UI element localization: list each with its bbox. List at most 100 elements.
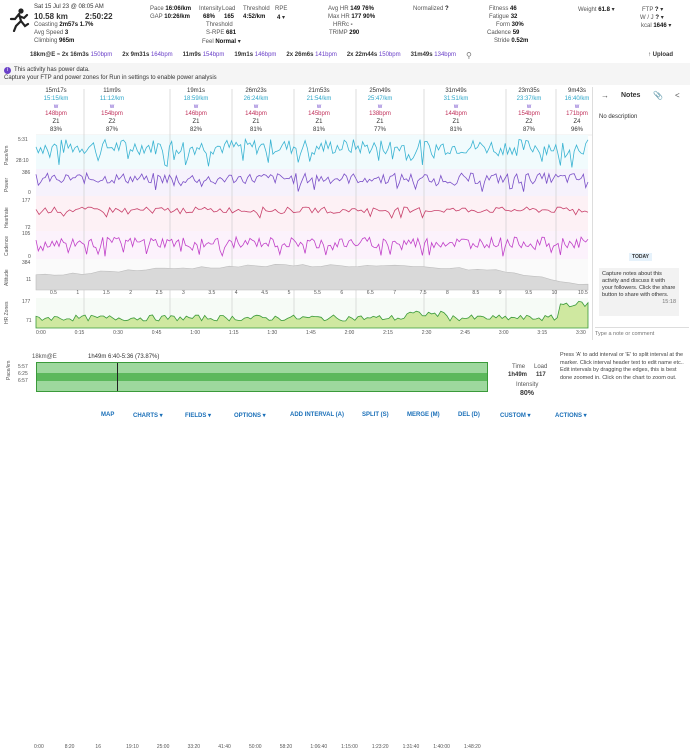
- kcal-chevron-icon[interactable]: ▾: [668, 23, 672, 29]
- map-button[interactable]: MAP: [101, 412, 115, 418]
- activity-date: Sat 15 Jul 23 @ 08:05 AM: [34, 4, 104, 10]
- mini-load-label: Load: [534, 364, 548, 370]
- axis-tick: 3.5: [208, 290, 216, 296]
- hrrc-value: -: [350, 22, 353, 28]
- weight-chevron-icon[interactable]: ▾: [611, 7, 615, 13]
- interval-chip[interactable]: 18km@E ≈ 2x 16m3s 150bpm: [30, 52, 113, 58]
- interval-header[interactable]: 15m17s 15:15/km w 148bpm Z1 83%: [43, 88, 69, 133]
- max-hr-value: 177: [351, 14, 362, 20]
- srpe-label: S-RPE: [206, 30, 225, 36]
- axis-tick: 10: [551, 290, 558, 296]
- axis-tick: 1:00: [190, 330, 201, 336]
- interval-header[interactable]: 21m53s 21:54/km w 145bpm Z1 81%: [306, 88, 332, 133]
- axis-tick: 2:45: [460, 330, 471, 336]
- cadence-label: Cadence: [487, 30, 512, 36]
- banner-line1: This activity has power data.: [14, 67, 90, 73]
- chevron-down-icon[interactable]: ▾: [282, 15, 286, 21]
- interval-header[interactable]: 26m23s 26:24/km w 144bpm Z1 81%: [243, 88, 269, 133]
- wkg-chevron-icon[interactable]: ▾: [660, 15, 664, 21]
- charts-button[interactable]: CHARTS ▾: [133, 413, 163, 419]
- ftp-label: FTP: [642, 7, 654, 13]
- actions-button[interactable]: ACTIONS ▾: [555, 413, 587, 419]
- max-hr-label: Max HR: [328, 14, 350, 20]
- avg-speed-value: 3: [64, 30, 69, 36]
- mini-chart[interactable]: [36, 362, 488, 392]
- normalized-label: Normalized: [413, 6, 444, 12]
- interval-header[interactable]: 23m35s 23:37/km w 154bpm Z2 87%: [516, 88, 542, 133]
- note-input[interactable]: [595, 327, 689, 339]
- interval-chip[interactable]: 2x 22m44s 150bpm: [346, 52, 401, 58]
- mini-intensity-value: 80%: [520, 390, 535, 397]
- trimp-label: TRIMP: [329, 30, 348, 36]
- axis-tick: 41:40: [218, 744, 231, 750]
- interval-header[interactable]: 9m43s 16:40/km w 171bpm Z4 96%: [564, 88, 590, 133]
- interval-chip[interactable]: 31m49s 134bpm: [410, 52, 456, 58]
- ftp-chevron-icon[interactable]: ▾: [660, 7, 664, 13]
- upload-button[interactable]: ↑ Upload: [648, 52, 674, 58]
- delete-button[interactable]: DEL (D): [458, 412, 480, 418]
- mini-marker[interactable]: [117, 363, 118, 391]
- row-label-zones: HR Zones: [4, 301, 10, 324]
- interval-header[interactable]: 11m9s 11:12/km w 154bpm Z2 87%: [99, 88, 125, 133]
- hrrc-label: HRRc: [333, 22, 349, 28]
- activity-distance: 10.58 km: [34, 12, 68, 21]
- activity-chart[interactable]: [0, 87, 592, 340]
- upload-icon: ↑: [648, 52, 651, 58]
- banner-line2: Capture your FTP and power zones for Run…: [4, 75, 217, 81]
- interval-detail-pane: 18km@E 1h49m 6:40-5:36 (73.87%) Pace/km …: [0, 350, 592, 750]
- interval-header[interactable]: 31m49s 31:51/km w 144bpm Z1 81%: [443, 88, 469, 133]
- merge-button[interactable]: MERGE (M): [407, 412, 440, 418]
- row-label-cadence: Cadence: [4, 235, 10, 256]
- custom-button[interactable]: CUSTOM ▾: [500, 413, 531, 419]
- fatigue-label: Fatigue: [489, 14, 510, 20]
- cadence-value: 59: [512, 30, 520, 36]
- mini-intensity-label: Intensity: [516, 382, 539, 388]
- interval-chip[interactable]: 2x 9m31s 164bpm: [122, 52, 173, 58]
- attach-icon[interactable]: 📎: [653, 91, 663, 100]
- interval-chip[interactable]: 19m1s 146bpm: [234, 52, 277, 58]
- axis-tick: 0.5: [50, 290, 57, 296]
- wkg-label: W / J: [640, 15, 654, 21]
- form-label: Form: [496, 22, 510, 28]
- mini-pace-tick: 6:25: [18, 371, 28, 377]
- row-label-altitude: Altitude: [4, 269, 10, 286]
- weight-label: Weight: [578, 7, 597, 13]
- rpe-label: RPE: [275, 6, 288, 12]
- info-icon: i: [4, 67, 11, 74]
- row-label-hr: Heartrate: [4, 207, 10, 228]
- mini-time-value: 1h49m: [508, 372, 528, 378]
- interval-header[interactable]: 19m1s 18:59/km w 146bpm Z1 82%: [183, 88, 209, 133]
- coasting-label: Coasting: [34, 22, 58, 28]
- back-arrow-icon[interactable]: →: [601, 91, 609, 100]
- interval-chip[interactable]: 11m9s 154bpm: [182, 52, 225, 58]
- fitness-value: 46: [510, 6, 517, 12]
- split-button[interactable]: SPLIT (S): [362, 412, 389, 418]
- interval-header[interactable]: 25m49s 25:47/km w 138bpm Z1 77%: [367, 88, 393, 133]
- add-interval-button[interactable]: ADD INTERVAL (A): [290, 412, 344, 418]
- notes-description[interactable]: No description: [599, 114, 638, 120]
- feel-chevron-icon[interactable]: ▾: [237, 39, 241, 45]
- fatigue-value: 32: [510, 14, 518, 20]
- share-icon[interactable]: <: [675, 91, 680, 100]
- fields-button[interactable]: FIELDS ▾: [185, 413, 212, 419]
- hrzones-series: [35, 300, 589, 329]
- axis-tick: 2:00: [344, 330, 355, 336]
- axis-tick: 8: [446, 290, 449, 296]
- power-tick-top: 386: [22, 170, 31, 176]
- options-button[interactable]: OPTIONS ▾: [234, 413, 266, 419]
- row-label-pace: Pace/km: [4, 145, 10, 165]
- threshold-value: 4:52/km: [243, 14, 266, 20]
- interval-chip[interactable]: 2x 26m6s 141bpm: [286, 52, 337, 58]
- feel-value[interactable]: Normal: [215, 39, 237, 45]
- axis-tick: 0:00: [34, 744, 44, 750]
- search-icon[interactable]: ⚲: [465, 50, 472, 60]
- load-value: 165: [224, 14, 235, 20]
- axis-tick: 1:45: [306, 330, 316, 336]
- normalized-value: ?: [445, 6, 449, 12]
- axis-tick: 0:30: [113, 330, 123, 336]
- mini-pace-tick: 6:57: [18, 378, 28, 384]
- axis-tick: 8.5: [472, 290, 480, 296]
- axis-tick: 5.5: [314, 290, 321, 296]
- pace-series: [35, 137, 589, 168]
- axis-tick: 1:40:00: [433, 744, 450, 750]
